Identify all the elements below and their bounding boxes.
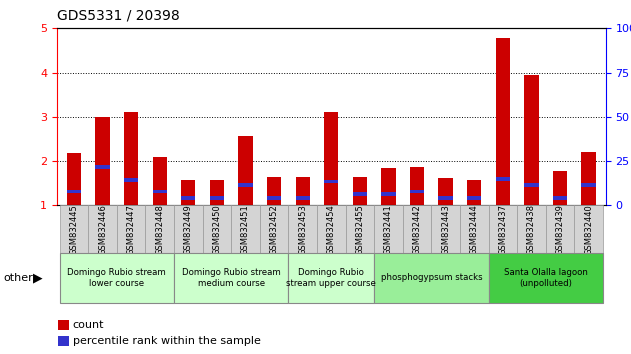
Bar [288, 205, 317, 253]
Text: GSM832445: GSM832445 [69, 204, 78, 255]
Text: GSM832450: GSM832450 [213, 204, 221, 255]
Bar [67, 190, 81, 193]
Bar [181, 196, 196, 200]
Text: GDS5331 / 20398: GDS5331 / 20398 [57, 9, 180, 23]
Bar [324, 113, 338, 205]
Bar [95, 117, 110, 205]
Text: GSM832451: GSM832451 [241, 204, 250, 255]
Text: GSM832447: GSM832447 [127, 204, 136, 255]
Bar [239, 183, 252, 187]
Bar [488, 205, 517, 253]
Bar [95, 166, 110, 169]
Bar [60, 253, 174, 303]
Bar [546, 205, 574, 253]
Bar [553, 171, 567, 205]
Bar [209, 196, 224, 200]
Text: percentile rank within the sample: percentile rank within the sample [73, 336, 261, 346]
Bar [496, 177, 510, 181]
Text: Domingo Rubio stream
lower course: Domingo Rubio stream lower course [68, 268, 166, 287]
Bar [439, 178, 453, 205]
Text: Domingo Rubio
stream upper course: Domingo Rubio stream upper course [286, 268, 376, 287]
Text: ▶: ▶ [33, 272, 42, 284]
Text: GSM832452: GSM832452 [269, 204, 279, 255]
Bar [231, 205, 260, 253]
Bar [67, 153, 81, 205]
Bar [260, 205, 288, 253]
Bar [346, 205, 374, 253]
Bar [181, 180, 196, 205]
Bar [145, 205, 174, 253]
Bar [267, 196, 281, 200]
Bar [203, 205, 231, 253]
Bar [239, 136, 252, 205]
Bar [403, 205, 432, 253]
Bar [381, 168, 396, 205]
Text: GSM832438: GSM832438 [527, 204, 536, 255]
Bar [410, 190, 424, 193]
Text: GSM832439: GSM832439 [555, 204, 565, 255]
Text: GSM832437: GSM832437 [498, 204, 507, 255]
Bar [153, 190, 167, 193]
Bar [581, 152, 596, 205]
Bar [381, 192, 396, 195]
Bar [117, 205, 145, 253]
Bar [460, 205, 488, 253]
Text: GSM832446: GSM832446 [98, 204, 107, 255]
Bar [439, 196, 453, 200]
Bar [209, 180, 224, 205]
Text: GSM832444: GSM832444 [469, 204, 479, 255]
Text: Santa Olalla lagoon
(unpolluted): Santa Olalla lagoon (unpolluted) [504, 268, 587, 287]
Bar [295, 177, 310, 205]
Text: GSM832441: GSM832441 [384, 204, 393, 255]
Bar [267, 177, 281, 205]
Bar [153, 156, 167, 205]
Bar [124, 178, 138, 182]
Text: GSM832455: GSM832455 [355, 204, 364, 255]
Bar [374, 253, 488, 303]
Bar [374, 205, 403, 253]
Bar [517, 205, 546, 253]
Bar [574, 205, 603, 253]
Text: Domingo Rubio stream
medium course: Domingo Rubio stream medium course [182, 268, 281, 287]
Text: other: other [3, 273, 33, 283]
Bar [467, 180, 481, 205]
Bar [432, 205, 460, 253]
Text: GSM832449: GSM832449 [184, 204, 193, 255]
Bar [467, 196, 481, 200]
Text: GSM832453: GSM832453 [298, 204, 307, 255]
Bar [410, 167, 424, 205]
Bar [174, 205, 203, 253]
Bar [288, 253, 374, 303]
Bar [488, 253, 603, 303]
Bar [553, 196, 567, 200]
Bar [60, 205, 88, 253]
Text: phosphogypsum stacks: phosphogypsum stacks [380, 273, 482, 282]
Bar [174, 253, 288, 303]
Bar [353, 192, 367, 195]
Text: GSM832443: GSM832443 [441, 204, 450, 255]
Bar [124, 113, 138, 205]
Text: GSM832442: GSM832442 [413, 204, 422, 255]
Bar [295, 196, 310, 200]
Bar [353, 177, 367, 205]
Bar [317, 205, 346, 253]
Bar [496, 38, 510, 205]
Text: GSM832454: GSM832454 [327, 204, 336, 255]
Bar [524, 183, 539, 187]
Bar [524, 75, 539, 205]
Text: GSM832440: GSM832440 [584, 204, 593, 255]
Text: count: count [73, 320, 104, 330]
Bar [324, 180, 338, 183]
Bar [88, 205, 117, 253]
Text: GSM832448: GSM832448 [155, 204, 164, 255]
Bar [581, 183, 596, 187]
